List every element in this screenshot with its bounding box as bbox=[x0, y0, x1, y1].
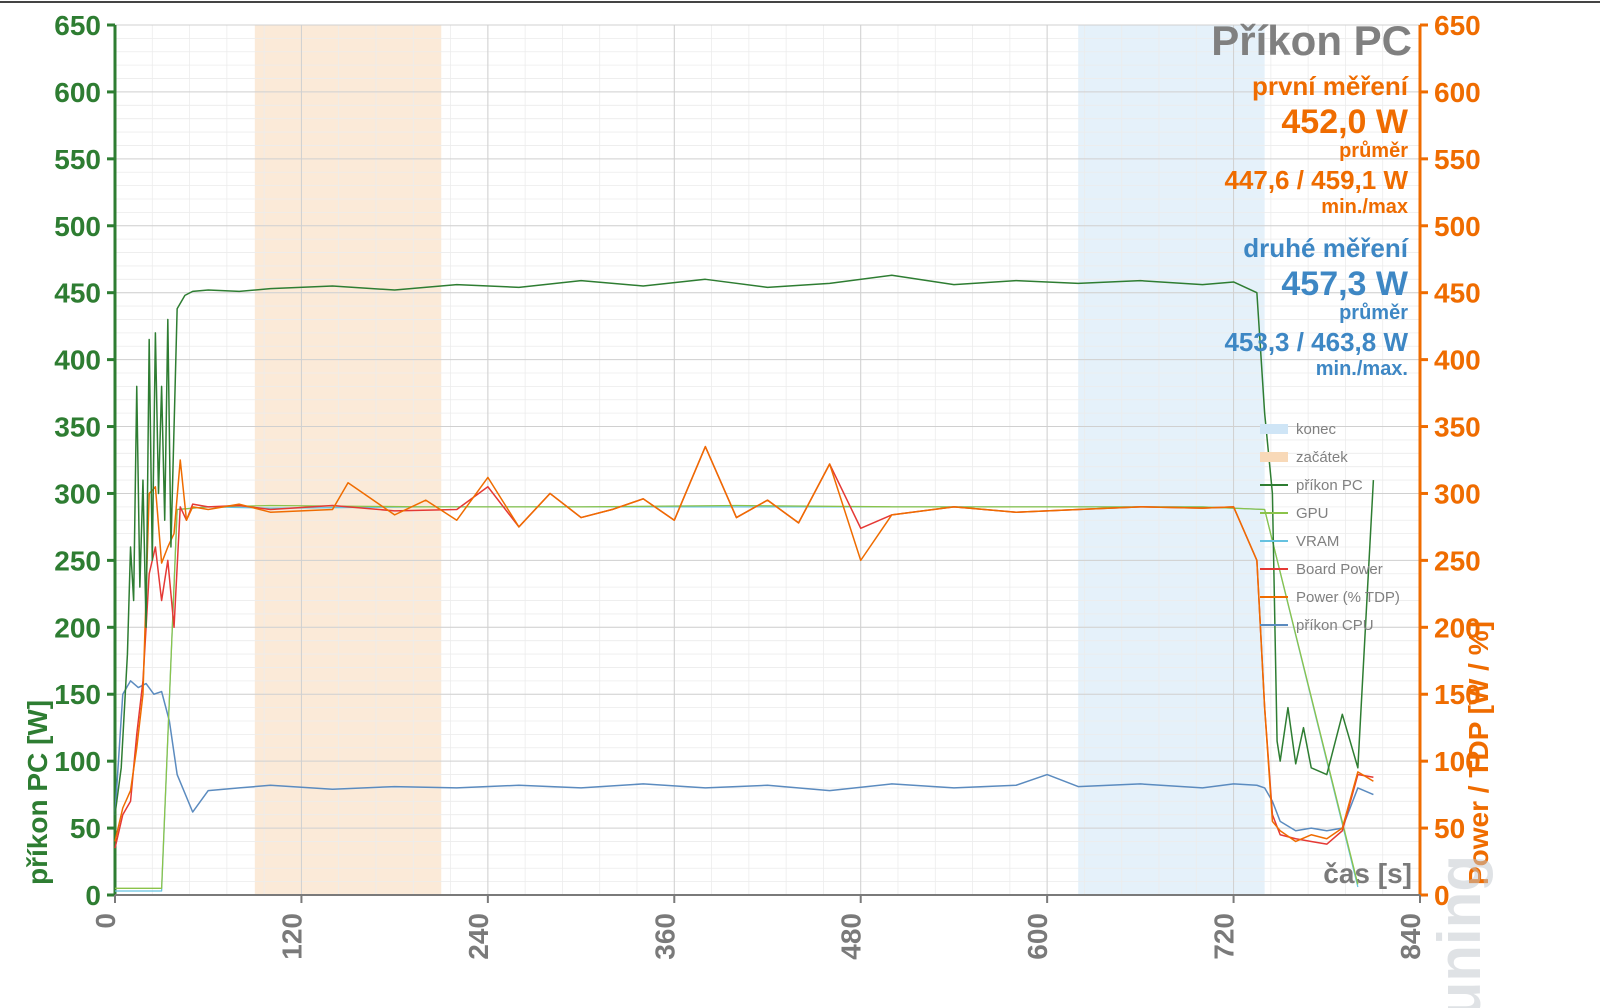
legend-label: GPU bbox=[1296, 505, 1329, 522]
legend-label: příkon PC bbox=[1296, 477, 1363, 494]
legend-label: Board Power bbox=[1296, 561, 1383, 578]
ytick-right: 350 bbox=[1434, 412, 1481, 443]
ytick-left: 200 bbox=[54, 612, 101, 643]
annotation-head: druhé měření bbox=[1243, 233, 1408, 263]
xtick: 600 bbox=[1022, 913, 1053, 960]
chart-container: 0 50 100 150 200 250 300 350 400 450 500 550 600 650 0… bbox=[0, 0, 1600, 1008]
x-axis-label: čas [s] bbox=[1323, 858, 1412, 889]
ytick-left: 600 bbox=[54, 77, 101, 108]
ytick-left: 350 bbox=[54, 412, 101, 443]
watermark: pctuning bbox=[1426, 855, 1493, 1008]
ytick-right: 500 bbox=[1434, 211, 1481, 242]
chart-title: Příkon PC bbox=[1211, 17, 1412, 64]
annotation-value: 452,0 W bbox=[1281, 103, 1409, 141]
legend-label: příkon CPU bbox=[1296, 617, 1374, 634]
legend-label: začátek bbox=[1296, 449, 1348, 466]
annotation-minmax: 447,6 / 459,1 W bbox=[1224, 165, 1408, 195]
annotation-sub: průměr bbox=[1339, 140, 1408, 162]
annotation-sub2: min./max. bbox=[1316, 358, 1408, 380]
y-left-label: příkon PC [W] bbox=[22, 700, 53, 885]
xtick: 360 bbox=[649, 913, 680, 960]
xtick: 0 bbox=[90, 913, 121, 929]
annotation-sub: průměr bbox=[1339, 302, 1408, 324]
ytick-left: 0 bbox=[85, 880, 101, 911]
annotation-value: 457,3 W bbox=[1281, 265, 1409, 303]
ytick-left: 650 bbox=[54, 10, 101, 41]
ytick-left: 150 bbox=[54, 679, 101, 710]
power-chart: 0 50 100 150 200 250 300 350 400 450 500 550 600 650 0… bbox=[0, 0, 1600, 1008]
ytick-right: 650 bbox=[1434, 10, 1481, 41]
ytick-left: 450 bbox=[54, 278, 101, 309]
legend-label: Power (% TDP) bbox=[1296, 589, 1400, 606]
y-right-label: Power / TDP [W / %] bbox=[1463, 621, 1494, 885]
xtick: 480 bbox=[836, 913, 867, 960]
xtick: 120 bbox=[276, 913, 307, 960]
ytick-left: 300 bbox=[54, 478, 101, 509]
legend-label: VRAM bbox=[1296, 533, 1339, 550]
ytick-left: 550 bbox=[54, 144, 101, 175]
legend-label: konec bbox=[1296, 421, 1337, 438]
ytick-left: 100 bbox=[54, 746, 101, 777]
ytick-right: 50 bbox=[1434, 813, 1465, 844]
ytick-right: 300 bbox=[1434, 478, 1481, 509]
ytick-right: 550 bbox=[1434, 144, 1481, 175]
ytick-right: 600 bbox=[1434, 77, 1481, 108]
xtick: 240 bbox=[463, 913, 494, 960]
annotation-sub2: min./max bbox=[1321, 196, 1408, 218]
ytick-left: 50 bbox=[70, 813, 101, 844]
ytick-right: 400 bbox=[1434, 345, 1481, 376]
ytick-right: 450 bbox=[1434, 278, 1481, 309]
annotation-minmax: 453,3 / 463,8 W bbox=[1224, 327, 1408, 357]
ytick-left: 250 bbox=[54, 545, 101, 576]
ytick-left: 400 bbox=[54, 345, 101, 376]
ytick-left: 500 bbox=[54, 211, 101, 242]
xtick: 720 bbox=[1209, 913, 1240, 960]
annotation-head: první měření bbox=[1252, 71, 1409, 101]
band-end bbox=[1078, 25, 1264, 895]
xtick: 840 bbox=[1395, 913, 1426, 960]
ytick-right: 250 bbox=[1434, 545, 1481, 576]
